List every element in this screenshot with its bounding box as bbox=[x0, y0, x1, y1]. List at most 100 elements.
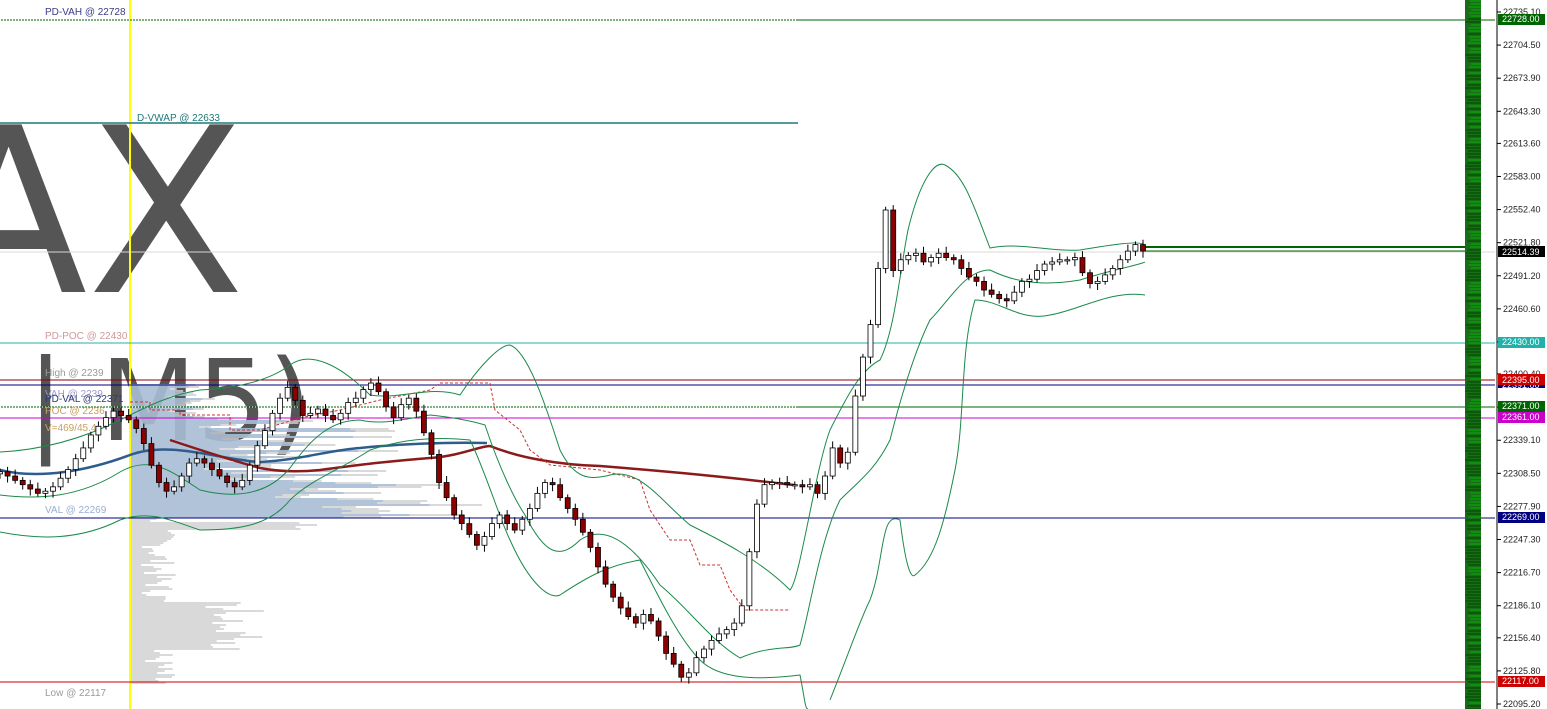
value-area-bar bbox=[131, 392, 184, 394]
volume-strip-bar bbox=[1470, 531, 1481, 533]
volume-strip-bar bbox=[1470, 498, 1481, 500]
candle-down bbox=[473, 534, 480, 546]
volume-strip-bar bbox=[1470, 306, 1481, 308]
volume-strip-bar bbox=[1468, 27, 1481, 29]
candle-down bbox=[27, 484, 34, 490]
candle-up bbox=[1064, 259, 1071, 262]
volume-strip-bar bbox=[1467, 156, 1481, 158]
pd-val-price-tag-text: 22371.00 bbox=[1502, 401, 1540, 411]
volume-strip-bar bbox=[1466, 189, 1481, 191]
volume-profile-bar bbox=[131, 596, 166, 598]
volume-strip-bar bbox=[1469, 675, 1481, 677]
candle-down bbox=[231, 482, 238, 488]
candle-down bbox=[981, 280, 987, 291]
volume-strip-bar bbox=[1468, 231, 1481, 233]
candle-down bbox=[209, 462, 215, 470]
poc-label: POC @ 2236 bbox=[45, 406, 105, 417]
price-axis-tick-label: 22308.50 bbox=[1503, 468, 1541, 478]
value-area-bar bbox=[131, 424, 221, 426]
volume-strip-bar bbox=[1467, 174, 1481, 176]
value-area-bar bbox=[131, 428, 351, 430]
volume-strip-bar bbox=[1469, 36, 1481, 38]
volume-strip-bar bbox=[1465, 552, 1481, 554]
candle-up bbox=[186, 462, 193, 477]
candle-up bbox=[262, 430, 268, 447]
candle-up bbox=[897, 259, 904, 271]
value-area-bar bbox=[131, 460, 217, 462]
value-area-bar bbox=[131, 396, 169, 398]
volume-profile-bar bbox=[131, 672, 158, 674]
volume-strip-bar bbox=[1467, 630, 1481, 632]
volume-strip-bar bbox=[1470, 180, 1481, 182]
candle-down bbox=[504, 514, 511, 525]
candle-up bbox=[867, 324, 874, 358]
candle-down bbox=[420, 410, 427, 434]
volume-profile-bar bbox=[131, 572, 145, 574]
volume-strip-bar bbox=[1466, 78, 1481, 80]
pd-val-price-tag bbox=[1498, 401, 1545, 412]
bollinger-upper bbox=[0, 163, 1146, 591]
volume-strip-bar bbox=[1465, 447, 1481, 449]
value-area-bar bbox=[131, 492, 344, 494]
candle-down bbox=[988, 289, 995, 295]
candle-down bbox=[458, 514, 465, 525]
volume-profile-bar bbox=[131, 558, 167, 560]
volume-strip-bar bbox=[1466, 705, 1481, 707]
volume-strip-bar bbox=[1470, 363, 1481, 365]
candle-up bbox=[42, 490, 49, 494]
volume-strip-bar bbox=[1470, 378, 1481, 380]
volume-profile-bar bbox=[131, 548, 153, 550]
volume-profile-bar bbox=[131, 616, 221, 618]
value-area-bar bbox=[131, 508, 342, 510]
price-axis-tick-label: 22216.70 bbox=[1503, 568, 1541, 578]
price-axis-tick-label: 22247.30 bbox=[1503, 535, 1541, 545]
volume-strip-bar bbox=[1465, 546, 1481, 548]
volume-strip-bar bbox=[1469, 303, 1481, 305]
low-price-tag bbox=[1498, 676, 1545, 687]
volume-profile-bar bbox=[131, 640, 217, 642]
volume-strip-bar bbox=[1466, 270, 1481, 272]
price-axis-tick-label: 22460.60 bbox=[1503, 304, 1541, 314]
candle-down bbox=[950, 257, 957, 261]
volume-profile-bar bbox=[131, 538, 172, 540]
candle-up bbox=[716, 633, 723, 641]
volume-strip-bar bbox=[1467, 453, 1481, 455]
volume-profile-bar bbox=[131, 628, 224, 630]
volume-strip-bar bbox=[1469, 477, 1481, 479]
volume-strip-bar bbox=[1470, 3, 1481, 5]
candle-down bbox=[156, 464, 162, 483]
value-area-bar bbox=[131, 450, 359, 452]
volume-profile-bar bbox=[131, 570, 157, 572]
volume-strip-bar bbox=[1465, 417, 1481, 419]
candle-down bbox=[511, 523, 518, 531]
volume-strip-bar bbox=[1467, 273, 1481, 275]
price-axis-tick-label: 22643.30 bbox=[1503, 106, 1541, 116]
volume-profile-bar bbox=[131, 532, 172, 534]
candle-down bbox=[837, 447, 844, 464]
volume-profile-bar bbox=[131, 682, 166, 684]
value-area-bar bbox=[131, 432, 212, 434]
volume-profile-bar bbox=[131, 676, 173, 678]
candle-down bbox=[557, 484, 564, 499]
volume-strip-bar bbox=[1466, 513, 1481, 515]
candle-up bbox=[239, 479, 246, 488]
candle-up bbox=[693, 657, 700, 674]
value-area-bar bbox=[131, 388, 170, 390]
candle-down bbox=[625, 607, 632, 618]
val-label: VAL @ 22269 bbox=[45, 505, 107, 516]
high-price-tag-text: 22395.00 bbox=[1502, 375, 1540, 385]
volume-strip-bar bbox=[1466, 591, 1481, 593]
candle-down bbox=[920, 252, 927, 263]
candle-up bbox=[1049, 261, 1056, 265]
volume-profile-bar bbox=[131, 534, 175, 536]
candle-up bbox=[178, 475, 185, 488]
candle-up bbox=[1034, 270, 1040, 280]
candle-up bbox=[110, 410, 117, 419]
volume-strip-bar bbox=[1465, 165, 1481, 167]
candle-down bbox=[602, 566, 609, 585]
volume-strip-bar bbox=[1468, 441, 1481, 443]
volume-strip-bar bbox=[1465, 252, 1481, 254]
volume-strip-bar bbox=[1469, 684, 1481, 686]
volume-strip-bar bbox=[1468, 6, 1481, 8]
volume-strip-bar bbox=[1469, 627, 1481, 629]
